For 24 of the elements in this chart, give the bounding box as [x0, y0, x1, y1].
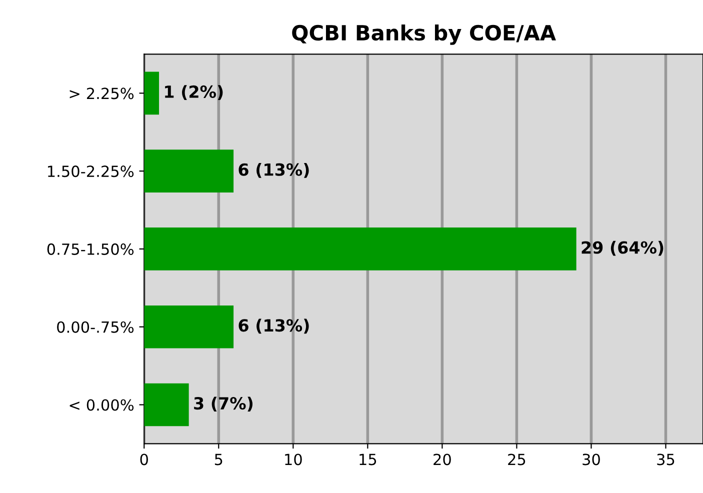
data-label: 6 (13%)	[238, 163, 309, 178]
data-label: 6 (13%)	[238, 318, 309, 334]
y-tick-label: > 2.25%	[70, 88, 134, 100]
bar	[144, 305, 234, 348]
data-label: 29 (64%)	[582, 240, 664, 256]
x-tick-label: 5	[214, 454, 222, 466]
bar	[144, 72, 160, 115]
x-tick-label: 0	[140, 454, 148, 466]
y-tick-label: 1.50-2.25%	[48, 166, 134, 178]
data-label: 1 (2%)	[165, 85, 223, 100]
x-tick-label: 10	[285, 454, 302, 466]
bar	[144, 383, 189, 426]
x-tick-label: 25	[508, 454, 526, 466]
x-tick-label: 35	[657, 454, 674, 466]
x-tick-label: 30	[582, 454, 600, 466]
y-tick-label: 0.00-.75%	[57, 321, 134, 333]
x-tick-label: 15	[360, 454, 376, 466]
bar	[144, 150, 234, 192]
x-tick-label: 20	[434, 454, 451, 466]
bar	[144, 228, 576, 270]
y-tick-label: 0.75-1.50%	[47, 243, 134, 255]
chart-title: QCBI Banks by COE/AA	[292, 24, 556, 45]
y-tick-label: < 0.00%	[70, 399, 134, 411]
data-label: 3 (7%)	[194, 396, 252, 412]
